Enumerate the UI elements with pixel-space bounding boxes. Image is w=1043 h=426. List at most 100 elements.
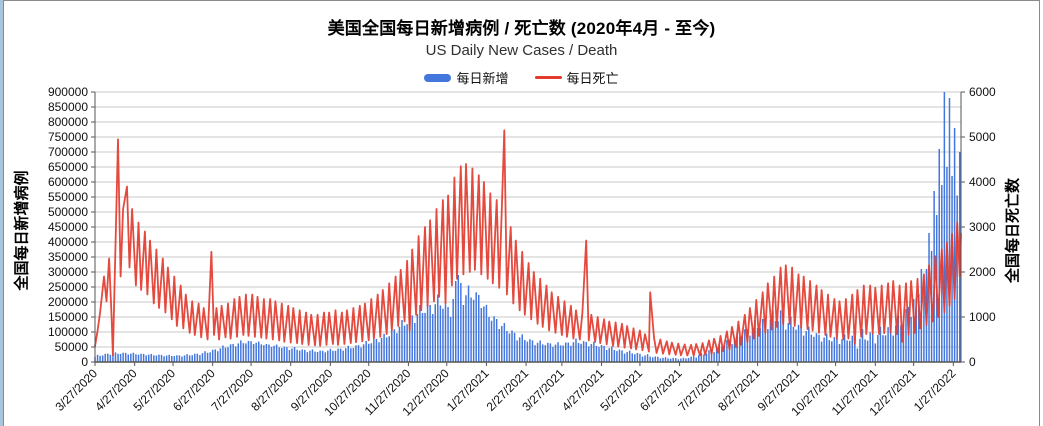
daily-cases-bar bbox=[367, 343, 370, 362]
daily-cases-bar bbox=[634, 354, 636, 362]
right-axis-tick-label: 3000 bbox=[969, 220, 996, 234]
daily-cases-bar bbox=[895, 325, 897, 362]
daily-cases-bar bbox=[391, 330, 393, 362]
daily-cases-bar bbox=[506, 331, 508, 362]
daily-cases-bar bbox=[782, 313, 784, 362]
daily-cases-bar bbox=[810, 334, 813, 362]
daily-cases-bar bbox=[293, 347, 296, 362]
legend-label-daily-deaths: 每日死亡 bbox=[566, 71, 619, 86]
page-edge-strip bbox=[0, 0, 3, 426]
daily-cases-bar bbox=[570, 345, 572, 362]
daily-cases-bar bbox=[219, 348, 222, 362]
left-axis-tick-label: 250000 bbox=[48, 280, 88, 294]
daily-cases-bar bbox=[150, 353, 153, 362]
daily-cases-bar bbox=[912, 299, 915, 362]
daily-cases-bar bbox=[808, 326, 810, 362]
daily-cases-bar bbox=[915, 298, 917, 362]
daily-cases-bar bbox=[552, 347, 554, 362]
daily-cases-bar bbox=[237, 343, 240, 362]
daily-cases-bar bbox=[107, 353, 109, 362]
daily-cases-bar bbox=[956, 195, 958, 362]
daily-cases-bar bbox=[344, 348, 347, 362]
daily-cases-bar bbox=[431, 314, 434, 362]
legend-item-daily-cases[interactable]: 每日新增 bbox=[424, 68, 509, 87]
daily-cases-bar bbox=[147, 354, 150, 362]
daily-cases-bar bbox=[283, 346, 286, 362]
daily-cases-bar bbox=[104, 353, 106, 362]
chart-legend: 每日新增 每日死亡 bbox=[0, 68, 1043, 87]
daily-cases-bar bbox=[449, 317, 452, 362]
cases-bar-swatch-icon bbox=[424, 73, 452, 82]
daily-cases-bar bbox=[388, 336, 390, 362]
daily-cases-bar bbox=[196, 353, 199, 362]
daily-cases-bar bbox=[953, 128, 956, 362]
daily-cases-bar bbox=[731, 344, 733, 362]
daily-cases-bar bbox=[181, 356, 183, 362]
daily-cases-bar bbox=[380, 338, 383, 362]
legend-item-daily-deaths[interactable]: 每日死亡 bbox=[534, 68, 619, 87]
daily-cases-bar bbox=[378, 342, 380, 362]
daily-cases-bar bbox=[124, 352, 127, 362]
daily-cases-bar bbox=[871, 333, 874, 362]
daily-cases-bar bbox=[501, 326, 503, 362]
daily-cases-bar bbox=[370, 343, 373, 362]
daily-cases-bar bbox=[273, 345, 275, 362]
daily-cases-bar bbox=[217, 351, 219, 362]
daily-cases-bar bbox=[539, 340, 541, 362]
daily-cases-bar bbox=[800, 326, 802, 362]
daily-cases-bar bbox=[99, 355, 101, 362]
daily-cases-bar bbox=[708, 350, 710, 362]
daily-cases-bar bbox=[549, 343, 552, 362]
daily-cases-bar bbox=[347, 345, 350, 362]
daily-cases-bar bbox=[567, 342, 570, 362]
daily-cases-bar bbox=[536, 342, 539, 362]
daily-cases-bar bbox=[761, 318, 764, 362]
daily-cases-bar bbox=[485, 305, 488, 362]
daily-cases-bar bbox=[529, 339, 531, 362]
daily-cases-bar bbox=[897, 315, 900, 362]
daily-cases-bar bbox=[626, 352, 628, 362]
daily-cases-bar bbox=[544, 345, 547, 362]
daily-cases-bar bbox=[421, 313, 424, 362]
left-axis-tick-label: 300000 bbox=[48, 265, 88, 279]
daily-cases-bar bbox=[383, 333, 385, 362]
daily-cases-bar bbox=[866, 340, 869, 362]
daily-cases-bar bbox=[375, 339, 378, 362]
daily-cases-bar bbox=[703, 354, 705, 362]
daily-cases-bar bbox=[173, 356, 176, 362]
daily-cases-bar bbox=[710, 349, 713, 362]
daily-cases-bar bbox=[403, 325, 406, 362]
daily-cases-bar bbox=[815, 333, 818, 362]
daily-cases-bar bbox=[194, 353, 196, 362]
daily-cases-bar bbox=[204, 351, 206, 362]
daily-cases-bar bbox=[135, 354, 137, 362]
daily-cases-bar bbox=[281, 348, 283, 362]
daily-cases-bar bbox=[314, 351, 316, 362]
daily-cases-bar bbox=[414, 323, 416, 362]
daily-cases-bar bbox=[900, 325, 902, 362]
daily-cases-bar bbox=[605, 350, 608, 362]
daily-cases-bar bbox=[339, 348, 342, 362]
daily-cases-bar bbox=[951, 176, 953, 362]
daily-cases-bar bbox=[337, 348, 339, 362]
daily-cases-bar bbox=[680, 358, 682, 362]
daily-cases-bar bbox=[938, 149, 940, 362]
daily-cases-bar bbox=[270, 347, 273, 362]
right-axis-tick-label: 1000 bbox=[969, 310, 996, 324]
daily-cases-bar bbox=[928, 233, 930, 362]
daily-cases-bar bbox=[516, 340, 518, 362]
daily-cases-bar bbox=[311, 349, 314, 362]
daily-cases-bar bbox=[493, 316, 495, 362]
daily-cases-bar bbox=[153, 355, 155, 362]
right-axis-tick-label: 4000 bbox=[969, 175, 996, 189]
legend-label-daily-cases: 每日新增 bbox=[456, 71, 509, 86]
daily-cases-bar bbox=[777, 321, 779, 362]
daily-cases-bar bbox=[257, 341, 260, 362]
left-axis-tick-label: 800000 bbox=[48, 115, 88, 129]
daily-cases-bar bbox=[373, 339, 375, 362]
daily-cases-bar bbox=[603, 346, 605, 362]
daily-cases-bar bbox=[206, 352, 209, 362]
left-axis-tick-label: 100000 bbox=[48, 325, 88, 339]
daily-cases-bar bbox=[848, 340, 851, 362]
daily-cases-bar bbox=[454, 281, 457, 362]
